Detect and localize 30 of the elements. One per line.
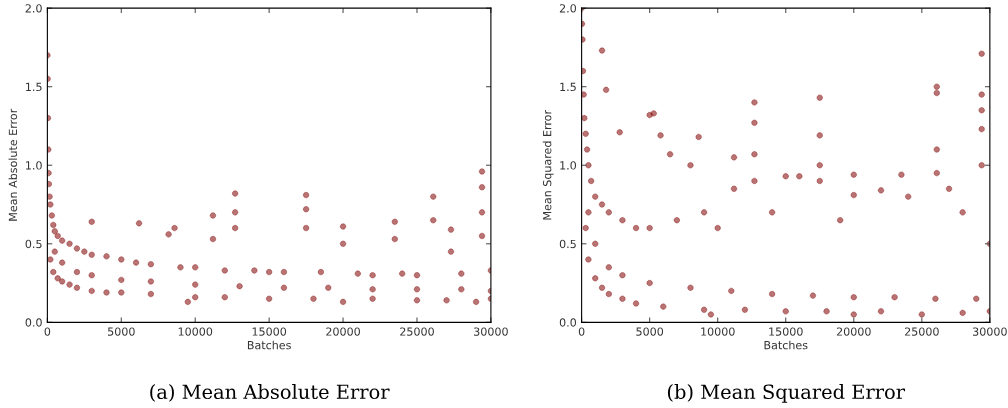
x-tick-label: 0 xyxy=(578,327,585,336)
y-tick-label: 0.0 xyxy=(25,318,42,327)
y-axis-title: Mean Squared Error xyxy=(542,109,554,220)
x-axis-title: Batches xyxy=(764,340,808,350)
x-tick-label: 30000 xyxy=(973,327,1007,336)
x-tick-label: 15000 xyxy=(769,327,803,336)
x-tick-label: 10000 xyxy=(701,327,735,336)
x-axis-title: Batches xyxy=(247,340,291,350)
y-tick-label: 1.0 xyxy=(560,161,577,170)
y-tick-label: 1.5 xyxy=(560,82,576,92)
x-tick-label: 15000 xyxy=(252,327,287,336)
x-tick-label: 25000 xyxy=(400,327,434,336)
x-tick-label: 30000 xyxy=(474,327,508,336)
y-axis-title: Mean Absolute Error xyxy=(8,108,18,221)
x-tick-label: 0 xyxy=(44,327,51,336)
y-tick-label: 2.0 xyxy=(25,4,42,13)
x-tick-label: 20000 xyxy=(836,327,871,336)
text: (a) Mean Absolute Error xyxy=(150,384,390,402)
y-tick-label: 1.0 xyxy=(26,161,42,170)
y-tick-label: 0.5 xyxy=(559,239,576,249)
y-tick-label: 1.5 xyxy=(26,82,42,92)
text: (b) Mean Squared Error xyxy=(667,384,906,403)
x-tick-label: 10000 xyxy=(178,327,213,336)
x-tick-label: 25000 xyxy=(904,327,939,336)
y-tick-label: 2.0 xyxy=(559,4,577,13)
x-tick-label: 20000 xyxy=(326,327,360,336)
y-tick-label: 0.5 xyxy=(25,239,42,249)
y-tick-label: 0.0 xyxy=(559,318,577,327)
x-tick-label: 5000 xyxy=(636,327,664,336)
x-tick-label: 5000 xyxy=(108,327,135,336)
